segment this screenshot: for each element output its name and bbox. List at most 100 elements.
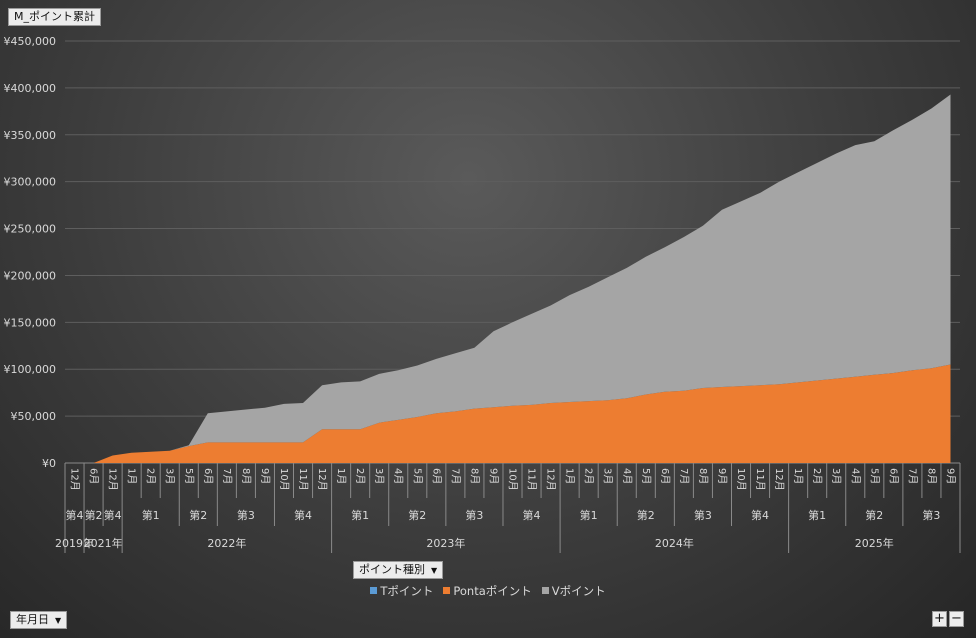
y-tick-label: ¥150,000 (4, 316, 57, 329)
x-tick-label: 5月 (868, 468, 880, 484)
axis-field-button[interactable]: 年月日 ▼ (10, 611, 68, 629)
quarter-label: 第3 (465, 508, 483, 522)
quarter-label: 第1 (351, 508, 369, 522)
chart-legend: Tポイント Pontaポイント Vポイント (0, 583, 976, 599)
x-tick-label: 8月 (697, 468, 709, 484)
legend-label: Tポイント (380, 584, 434, 598)
x-tick-label: 2月 (354, 468, 366, 484)
x-tick-label: 7月 (221, 468, 233, 484)
y-tick-label: ¥100,000 (4, 363, 57, 376)
year-label: 2025年 (855, 536, 894, 550)
legend-item[interactable]: Tポイント (370, 583, 433, 599)
x-tick-label: 7月 (678, 468, 690, 484)
x-tick-label: 4月 (392, 468, 404, 484)
y-tick-label: ¥400,000 (4, 82, 57, 95)
quarter-label: 第2 (85, 508, 103, 522)
y-tick-label: ¥450,000 (4, 35, 57, 48)
x-tick-label: 5月 (183, 468, 195, 484)
x-tick-label: 6月 (887, 468, 899, 484)
quarter-label: 第3 (237, 508, 255, 522)
x-tick-label: 2月 (583, 468, 595, 484)
y-tick-label: ¥50,000 (11, 410, 57, 423)
quarter-label: 第2 (637, 508, 655, 522)
dropdown-arrow-icon: ▼ (55, 616, 62, 625)
legend-label: Vポイント (551, 584, 606, 598)
x-tick-label: 2月 (145, 468, 157, 484)
legend-swatch (370, 587, 378, 594)
legend-field-button[interactable]: ポイント種別 ▼ (353, 561, 444, 579)
legend-swatch (443, 587, 451, 594)
y-tick-label: ¥250,000 (4, 223, 57, 236)
dropdown-arrow-icon: ▼ (431, 566, 438, 575)
series-area[interactable] (74, 364, 951, 464)
quarter-label: 第2 (408, 508, 426, 522)
quarter-label: 第2 (865, 508, 883, 522)
x-tick-label: 11月 (526, 468, 538, 491)
x-tick-label: 8月 (240, 468, 252, 484)
x-tick-label: 3月 (164, 468, 176, 484)
x-tick-label: 9月 (259, 468, 271, 484)
quarter-label: 第4 (294, 508, 312, 522)
year-label: 2021年 (84, 536, 123, 550)
x-tick-label: 12月 (107, 468, 119, 491)
quarter-label: 第3 (694, 508, 712, 522)
legend-item[interactable]: Pontaポイント (443, 583, 532, 599)
quarter-label: 第4 (66, 508, 84, 522)
quarter-label: 第1 (808, 508, 826, 522)
x-tick-label: 4月 (849, 468, 861, 484)
quarter-label: 第1 (580, 508, 598, 522)
x-tick-label: 3月 (373, 468, 385, 484)
x-tick-label: 3月 (830, 468, 842, 484)
x-tick-label: 12月 (545, 468, 557, 491)
quarter-label: 第2 (189, 508, 207, 522)
x-tick-label: 10月 (507, 468, 519, 491)
series-area[interactable] (74, 94, 951, 464)
quarter-label: 第3 (922, 508, 940, 522)
x-tick-label: 6月 (659, 468, 671, 484)
expand-field-button[interactable]: + (932, 611, 947, 627)
x-tick-label: 5月 (411, 468, 423, 484)
x-tick-label: 1月 (564, 468, 576, 484)
y-tick-label: ¥350,000 (4, 129, 57, 142)
quarter-label: 第4 (104, 508, 122, 522)
x-tick-label: 10月 (278, 468, 290, 491)
x-tick-label: 8月 (468, 468, 480, 484)
x-tick-label: 6月 (88, 468, 100, 484)
x-tick-label: 9月 (716, 468, 728, 484)
stacked-area-chart: ¥0 ¥50,000 ¥100,000 ¥150,000 ¥200,000 ¥250,00… (4, 35, 961, 553)
x-tick-label: 4月 (621, 468, 633, 484)
x-tick-label: 1月 (792, 468, 804, 484)
x-tick-label: 6月 (430, 468, 442, 484)
year-label: 2022年 (207, 536, 246, 550)
x-tick-label: 12月 (316, 468, 328, 491)
x-tick-label: 8月 (925, 468, 937, 484)
x-tick-label: 6月 (202, 468, 214, 484)
legend-label: Pontaポイント (453, 584, 532, 598)
x-tick-label: 5月 (640, 468, 652, 484)
legend-item[interactable]: Vポイント (541, 583, 606, 599)
x-tick-label: 7月 (449, 468, 461, 484)
x-tick-label: 12月 (69, 468, 81, 491)
x-tick-label: 12月 (773, 468, 785, 491)
legend-field-label: ポイント種別 (359, 563, 425, 576)
year-label: 2024年 (655, 536, 694, 550)
x-tick-label: 11月 (297, 468, 309, 491)
x-tick-label: 1月 (126, 468, 138, 484)
y-tick-label: ¥0 (42, 457, 56, 470)
value-field-button[interactable]: M_ポイント累計 (8, 8, 101, 26)
axis-field-label: 年月日 (16, 613, 49, 626)
x-tick-label: 9月 (487, 468, 499, 484)
quarter-label: 第1 (142, 508, 160, 522)
x-tick-label: 9月 (944, 468, 956, 484)
x-tick-label: 1月 (335, 468, 347, 484)
legend-swatch (541, 587, 549, 594)
x-tick-label: 10月 (735, 468, 747, 491)
quarter-label: 第4 (523, 508, 541, 522)
x-tick-label: 2月 (811, 468, 823, 484)
collapse-field-button[interactable]: − (949, 611, 964, 627)
x-tick-label: 11月 (754, 468, 766, 491)
y-tick-label: ¥200,000 (4, 269, 57, 282)
x-tick-label: 7月 (906, 468, 918, 484)
year-label: 2023年 (426, 536, 465, 550)
y-tick-label: ¥300,000 (4, 176, 57, 189)
